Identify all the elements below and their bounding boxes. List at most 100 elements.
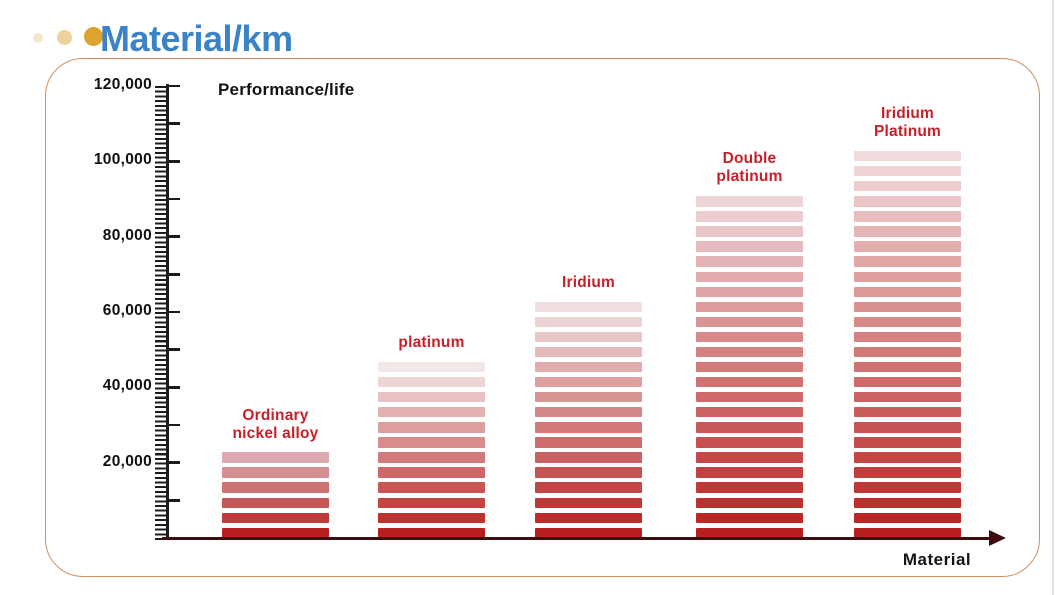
- bar-stripe: [854, 467, 961, 478]
- bar-stripe: [854, 196, 961, 207]
- bar-stripe: [222, 482, 329, 493]
- bullet-dot-medium: [57, 30, 72, 45]
- bar-stripe: [696, 527, 803, 538]
- bar-label-iridium: Iridium: [499, 274, 679, 292]
- bar-label-line: nickel alloy: [232, 424, 319, 442]
- bar-stripe: [696, 422, 803, 433]
- bar-label-line: platinum: [398, 334, 465, 352]
- bar-stripe: [535, 361, 642, 373]
- bar-stripe: [854, 271, 961, 282]
- bar-stripe: [535, 376, 642, 388]
- bar-stripe: [854, 166, 961, 177]
- bar-stripe: [854, 527, 961, 538]
- y-axis-tick-label: 100,000: [93, 151, 152, 169]
- bar-iridium-platinum: [854, 146, 961, 538]
- bar-label-platinum: platinum: [342, 334, 522, 352]
- bar-stripe: [696, 407, 803, 418]
- bar-stripe: [222, 497, 329, 508]
- bar-stripe: [222, 527, 329, 538]
- page-title: Material/km: [100, 18, 293, 59]
- bar-stripe: [696, 467, 803, 478]
- bullet-dot-small: [33, 33, 43, 43]
- bar-stripe: [854, 150, 961, 162]
- bar-stripe: [535, 452, 642, 463]
- bar-stripe: [378, 527, 485, 538]
- bar-stripe: [535, 331, 642, 343]
- bar-stripe: [378, 422, 485, 433]
- y-axis-tick-label: 20,000: [102, 452, 152, 470]
- y-axis-tick: [166, 197, 180, 201]
- bar-stripe: [854, 407, 961, 418]
- bar-stripe: [378, 437, 485, 448]
- bar-stripe: [535, 497, 642, 508]
- bar-stripe: [854, 181, 961, 192]
- bar-stripe: [696, 452, 803, 463]
- bar-label-line: platinum: [716, 168, 783, 186]
- bar-stripe: [535, 392, 642, 403]
- y-axis-tick: [166, 423, 180, 427]
- bar-stripe: [854, 286, 961, 297]
- bar-stripe: [696, 437, 803, 448]
- y-axis-tick: [166, 84, 180, 88]
- bar-stripe: [535, 316, 642, 328]
- bar-label-line: Platinum: [873, 123, 942, 141]
- x-axis-arrow-icon: [989, 530, 1006, 547]
- y-axis-tick: [166, 461, 180, 464]
- bar-stripe: [696, 376, 803, 388]
- bar-platinum: [378, 357, 485, 538]
- bar-stripe: [378, 482, 485, 493]
- bar-stripe: [854, 361, 961, 373]
- bar-iridium: [535, 297, 642, 538]
- bar-stripe: [378, 392, 485, 403]
- bar-stripe: [222, 452, 329, 463]
- bar-stripe: [854, 211, 961, 222]
- bar-stripe: [535, 301, 642, 312]
- screenshot-edge-line: [1052, 0, 1054, 595]
- y-axis-tick: [166, 386, 180, 389]
- bar-stripe: [696, 346, 803, 358]
- bar-stripe: [696, 271, 803, 282]
- x-axis-line: [162, 536, 991, 540]
- y-axis-minor-ticks: [155, 86, 166, 540]
- y-axis-tick: [166, 348, 180, 351]
- y-axis-tick-label: 80,000: [102, 226, 152, 244]
- bar-label-iridium-platinum: Iridium Platinum: [818, 105, 998, 141]
- bar-ordinary-nickel-alloy: [222, 448, 329, 538]
- bar-stripe: [696, 301, 803, 312]
- bar-stripe: [696, 211, 803, 222]
- bar-stripe: [696, 226, 803, 237]
- y-axis-tick: [166, 235, 180, 238]
- y-axis-tick-label: 40,000: [102, 377, 152, 395]
- bar-stripe: [854, 422, 961, 433]
- bar-label-line: Iridium: [561, 273, 616, 291]
- bar-stripe: [378, 467, 485, 478]
- bar-stripe: [535, 346, 642, 358]
- y-axis-tick: [166, 273, 180, 276]
- bar-stripe: [696, 392, 803, 403]
- bar-label-line: Ordinary: [242, 406, 309, 424]
- bar-stripe: [222, 512, 329, 523]
- y-axis-tick: [166, 310, 180, 314]
- bar-stripe: [378, 452, 485, 463]
- bar-stripe: [696, 316, 803, 328]
- bar-stripe: [696, 497, 803, 508]
- bar-stripe: [854, 497, 961, 508]
- bar-stripe: [854, 241, 961, 252]
- bar-stripe: [854, 226, 961, 237]
- bar-stripe: [378, 407, 485, 418]
- bar-stripe: [854, 256, 961, 267]
- bar-stripe: [854, 392, 961, 403]
- bar-stripe: [696, 286, 803, 297]
- bar-label-double-platinum: Double platinum: [660, 150, 840, 186]
- bar-label-line: Iridium: [880, 105, 935, 123]
- bar-stripe: [535, 482, 642, 493]
- bar-stripe: [854, 331, 961, 343]
- bar-stripe: [535, 422, 642, 433]
- bar-stripe: [854, 452, 961, 463]
- bar-stripe: [696, 482, 803, 493]
- bar-stripe: [535, 512, 642, 523]
- bar-stripe: [854, 301, 961, 312]
- bar-stripe: [854, 437, 961, 448]
- bar-stripe: [854, 482, 961, 493]
